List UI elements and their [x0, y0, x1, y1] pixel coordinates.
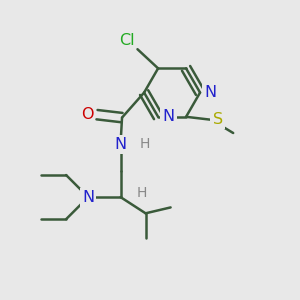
Text: O: O: [82, 107, 94, 122]
Text: N: N: [115, 136, 127, 152]
Text: N: N: [205, 85, 217, 100]
Text: S: S: [213, 112, 223, 127]
Text: H: H: [140, 137, 150, 151]
Text: N: N: [163, 109, 175, 124]
Text: H: H: [137, 186, 147, 200]
Text: N: N: [82, 190, 94, 205]
Text: Cl: Cl: [119, 33, 134, 48]
